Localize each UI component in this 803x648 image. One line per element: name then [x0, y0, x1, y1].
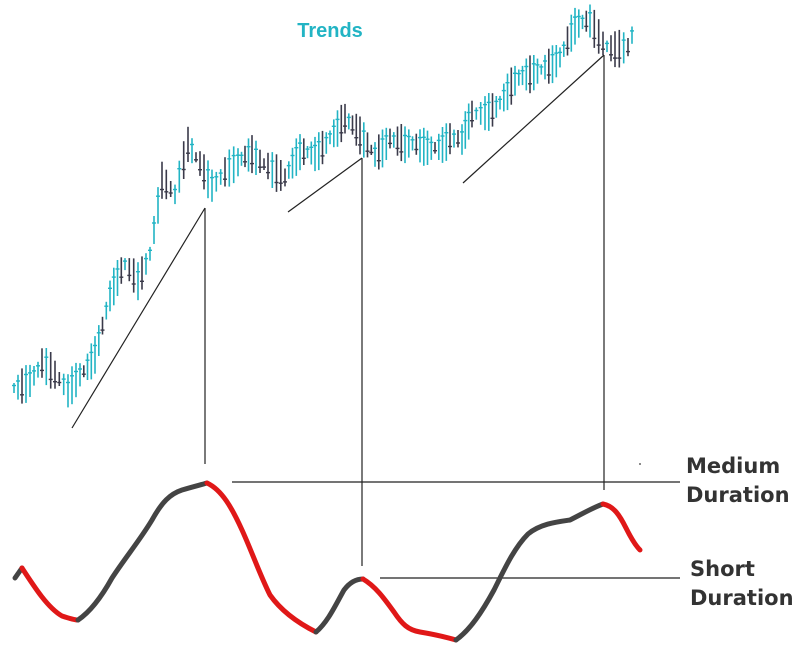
medium-duration-label: Medium Duration: [686, 452, 790, 510]
trend-line-3: [462, 54, 605, 184]
chart-title: Trends: [297, 20, 363, 42]
osc-seg-7: [453, 501, 606, 643]
short-label-line-1: Short: [690, 557, 755, 581]
level-lines: [232, 481, 680, 579]
price-bars: [12, 4, 634, 408]
osc-seg-4: [204, 480, 319, 635]
oscillator-curve: [12, 480, 643, 643]
dot-marker: [639, 463, 641, 465]
osc-seg-6: [360, 576, 459, 643]
osc-seg-2: [19, 565, 81, 623]
medium-label-line-2: Duration: [686, 483, 790, 507]
short-duration-label: Short Duration: [690, 555, 794, 613]
trend-line-1: [71, 207, 206, 429]
trend-lines: [71, 54, 605, 429]
connector-lines: [204, 55, 605, 566]
medium-label-line-1: Medium: [686, 454, 781, 478]
osc-seg-3: [75, 480, 210, 623]
short-label-line-2: Duration: [690, 586, 794, 610]
osc-seg-8: [600, 501, 643, 553]
trend-line-2: [287, 157, 363, 213]
osc-seg-5: [313, 576, 366, 635]
